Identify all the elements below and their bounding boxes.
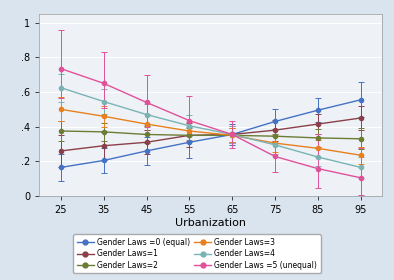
Legend: Gender Laws =0 (equal), Gender Laws=1, Gender Laws=2, Gender Laws=3, Gender Laws: Gender Laws =0 (equal), Gender Laws=1, G… bbox=[73, 234, 321, 273]
X-axis label: Urbanization: Urbanization bbox=[175, 218, 246, 228]
